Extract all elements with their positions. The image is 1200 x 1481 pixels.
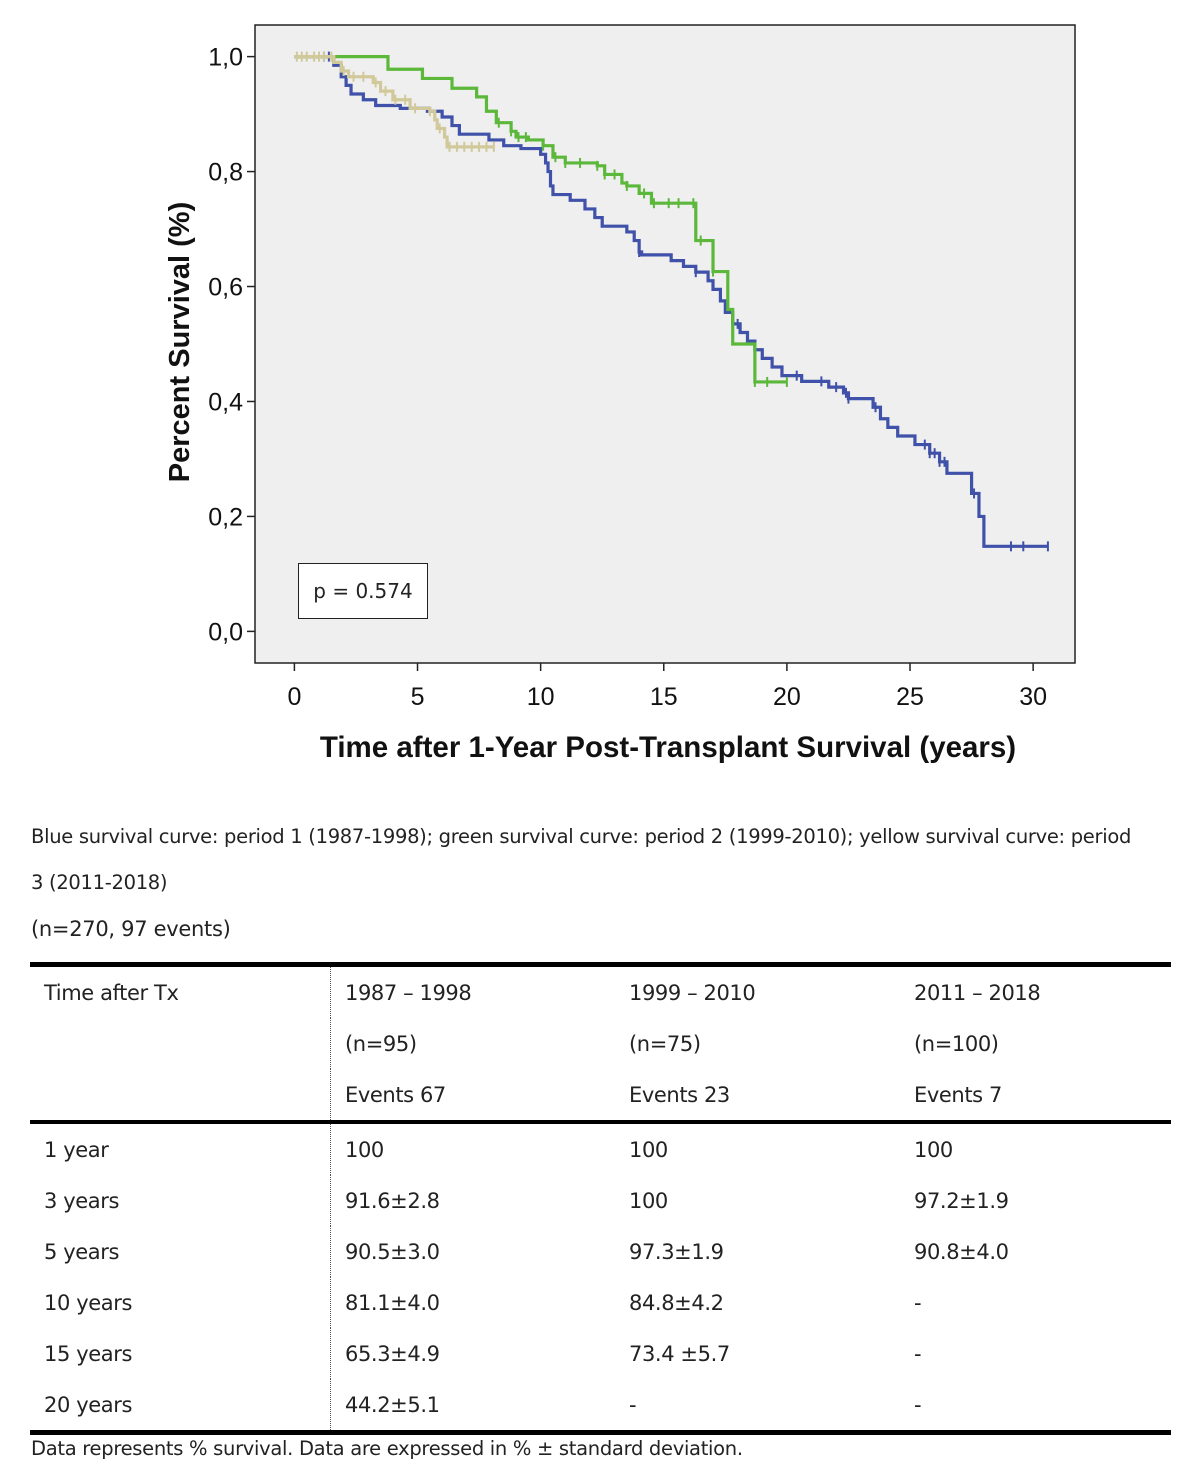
cell-period-1: 81.1±4.0 bbox=[345, 1290, 440, 1315]
cell-period-2: 100 bbox=[629, 1188, 668, 1213]
x-tick-label: 0 bbox=[287, 683, 301, 711]
header-empty bbox=[30, 1018, 331, 1069]
header-period-1-events: Events 67 bbox=[330, 1069, 629, 1124]
cell-period-1: 44.2±5.1 bbox=[330, 1379, 629, 1435]
x-tick-label: 20 bbox=[773, 683, 801, 711]
row-time: 3 years bbox=[30, 1175, 331, 1226]
table-row: 15 years 65.3±4.9 73.4 ±5.7 - bbox=[30, 1328, 1171, 1379]
survival-chart: 0,0 0,2 0,4 0,6 0,8 1,0 0 5 10 15 20 25 30 Percent … bbox=[164, 24, 1076, 764]
table-header-row: Time after Tx 1987 – 1998 1999 – 2010 20… bbox=[30, 962, 1171, 1018]
row-time: 1 year bbox=[30, 1122, 331, 1175]
series-1 bbox=[294, 51, 1049, 552]
x-tick-label: 15 bbox=[650, 683, 678, 711]
table-header-row: (n=95) (n=75) (n=100) bbox=[30, 1018, 1171, 1069]
cell-period-3: - bbox=[913, 1379, 1171, 1435]
cell-period-3: 90.8±4.0 bbox=[914, 1239, 1009, 1264]
table-header-row: Events 67 Events 23 Events 7 bbox=[30, 1069, 1171, 1124]
header-period-3-range: 2011 – 2018 bbox=[913, 962, 1171, 1018]
cell-period-1: 65.3±4.9 bbox=[345, 1341, 440, 1366]
series-2 bbox=[294, 55, 788, 387]
cell-period-2: 100 bbox=[629, 1137, 668, 1162]
series-layer bbox=[294, 51, 1049, 552]
table-row: 3 years 91.6±2.8 100 97.2±1.9 bbox=[30, 1175, 1171, 1226]
header-time-after-tx: Time after Tx bbox=[30, 962, 331, 1018]
y-tick-label: 0,2 bbox=[208, 503, 243, 531]
caption-line-3: (n=270, 97 events) bbox=[31, 917, 231, 941]
header-period-2-events: Events 23 bbox=[629, 1069, 913, 1124]
cell-period-3: - bbox=[914, 1290, 922, 1315]
cell-period-3: - bbox=[914, 1341, 922, 1366]
table-row: 10 years 81.1±4.0 84.8±4.2 - bbox=[30, 1277, 1171, 1328]
table-row: 5 years 90.5±3.0 97.3±1.9 90.8±4.0 bbox=[30, 1226, 1171, 1277]
header-period-2-n: (n=75) bbox=[629, 1031, 701, 1056]
survival-table: Time after Tx 1987 – 1998 1999 – 2010 20… bbox=[30, 962, 1171, 1435]
cell-period-2: - bbox=[629, 1379, 913, 1435]
x-axis-title: Time after 1-Year Post-Transplant Surviv… bbox=[320, 731, 1016, 764]
x-tick-label: 10 bbox=[527, 683, 555, 711]
header-period-1-n: (n=95) bbox=[345, 1031, 417, 1056]
cell-period-3: 97.2±1.9 bbox=[914, 1188, 1009, 1213]
x-tick-label: 30 bbox=[1019, 683, 1047, 711]
header-period-1-range: 1987 – 1998 bbox=[330, 962, 629, 1018]
row-time: 20 years bbox=[30, 1379, 331, 1435]
header-period-2-range: 1999 – 2010 bbox=[629, 962, 913, 1018]
y-axis-title: Percent Survival (%) bbox=[164, 202, 196, 482]
row-time: 5 years bbox=[30, 1226, 331, 1277]
y-tick-label: 0,6 bbox=[208, 274, 243, 302]
table-footnote: Data represents % survival. Data are exp… bbox=[31, 1437, 743, 1460]
caption-line-1: Blue survival curve: period 1 (1987-1998… bbox=[31, 825, 1132, 848]
row-time: 10 years bbox=[30, 1277, 331, 1328]
cell-period-3: 100 bbox=[914, 1137, 953, 1162]
x-tick-label: 25 bbox=[896, 683, 924, 711]
cell-period-1: 90.5±3.0 bbox=[345, 1239, 440, 1264]
row-time: 15 years bbox=[30, 1328, 331, 1379]
cell-period-1: 100 bbox=[345, 1137, 384, 1162]
survival-curve-period-1 bbox=[294, 55, 1048, 548]
series-3 bbox=[294, 51, 495, 152]
table-row: 1 year 100 100 100 bbox=[30, 1122, 1171, 1175]
survival-curve-period-3 bbox=[294, 55, 494, 149]
cell-period-2: 73.4 ±5.7 bbox=[629, 1341, 730, 1366]
y-tick-label: 0,0 bbox=[208, 618, 243, 646]
p-value-label: p = 0.574 bbox=[313, 579, 413, 603]
header-period-3-events: Events 7 bbox=[913, 1069, 1171, 1124]
y-tick-label: 0,4 bbox=[208, 388, 243, 416]
y-axis: 0,0 0,2 0,4 0,6 0,8 1,0 bbox=[208, 44, 255, 646]
y-tick-label: 1,0 bbox=[208, 44, 243, 72]
header-period-3-n: (n=100) bbox=[914, 1031, 999, 1056]
y-tick-label: 0,8 bbox=[208, 159, 243, 187]
table-row: 20 years 44.2±5.1 - - bbox=[30, 1379, 1171, 1435]
p-value-box: p = 0.574 bbox=[298, 563, 428, 619]
cell-period-1: 91.6±2.8 bbox=[345, 1188, 440, 1213]
caption-line-2: 3 (2011-2018) bbox=[31, 871, 168, 894]
cell-period-2: 84.8±4.2 bbox=[629, 1290, 724, 1315]
cell-period-2: 97.3±1.9 bbox=[629, 1239, 724, 1264]
plot-background bbox=[254, 24, 1076, 664]
x-tick-label: 5 bbox=[411, 683, 425, 711]
header-empty bbox=[30, 1069, 331, 1124]
x-axis: 0 5 10 15 20 25 30 bbox=[287, 663, 1047, 711]
